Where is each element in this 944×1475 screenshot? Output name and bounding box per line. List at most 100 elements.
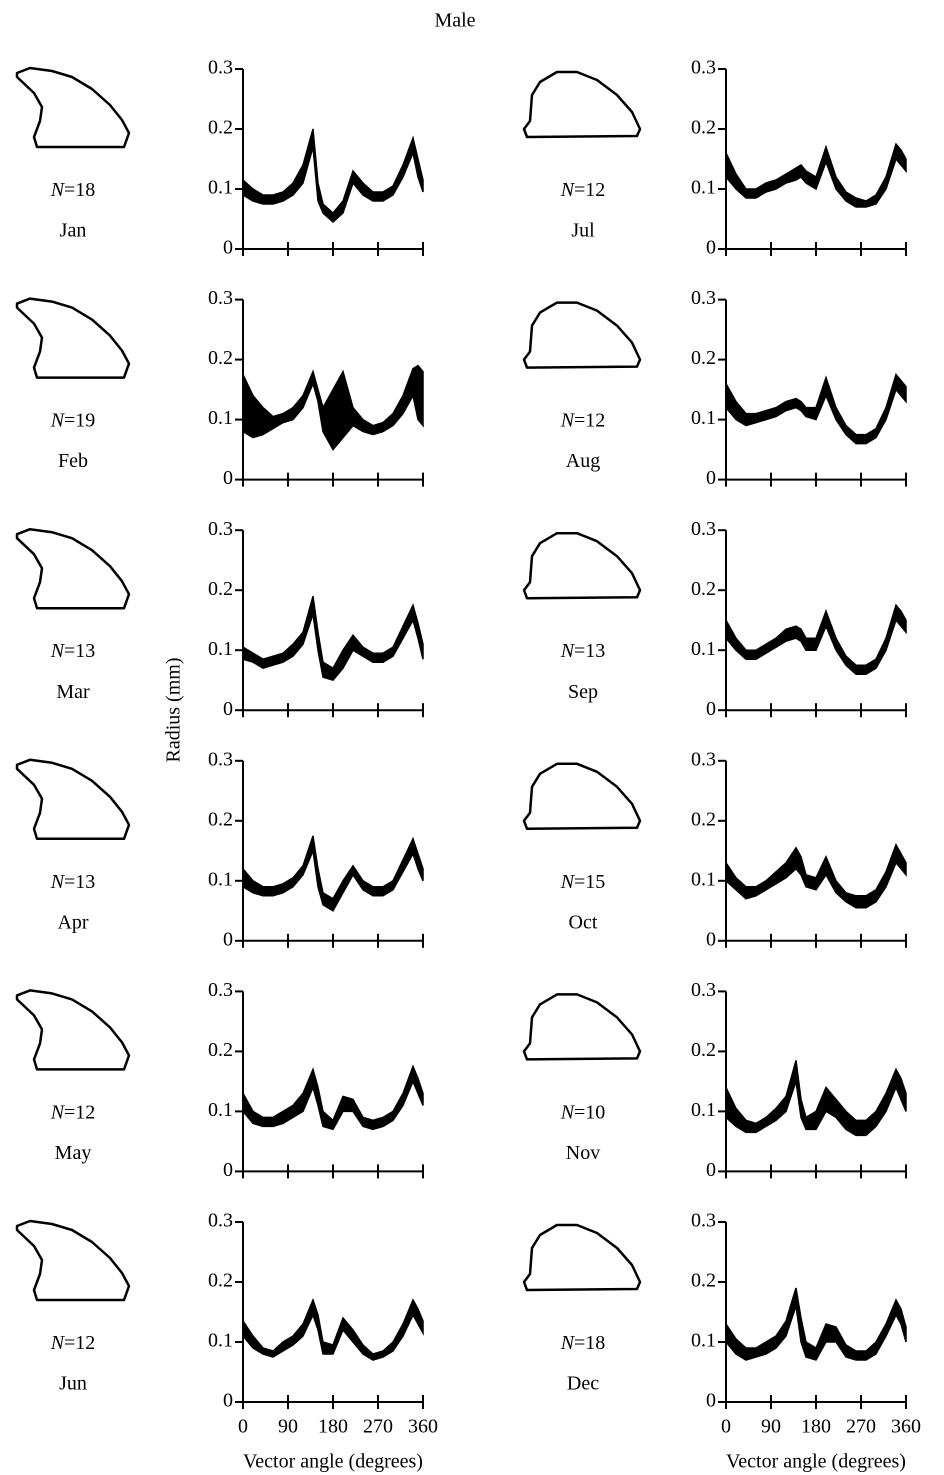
y-tick-label: 0.1 [208,177,233,199]
y-tick-label: 0 [706,698,716,720]
month-label: Jun [59,1373,87,1395]
x-tick-label: 360 [408,1416,438,1438]
y-tick-label: 0 [706,1390,716,1412]
y-tick-label: 0.2 [208,1270,233,1292]
y-tick-label: 0.3 [691,748,716,770]
y-tick-label: 0.3 [691,979,716,1001]
otolith-outline [522,1223,642,1292]
y-tick-label: 0.3 [691,518,716,540]
radius-band [725,1287,907,1361]
sample-size: N=19 [50,409,96,431]
x-tick-label: 90 [761,1416,781,1438]
otolith-outline [15,1219,131,1302]
y-tick-label: 0.2 [691,1039,716,1061]
x-tick-label: 0 [238,1416,248,1438]
y-tick-label: 0.3 [691,1210,716,1232]
otolith-outline [15,297,131,379]
y-tick-label: 0 [706,928,716,950]
otolith-outline [522,993,642,1061]
radius-band [242,1064,424,1131]
sample-size: N=18 [560,1332,606,1354]
y-tick-label: 0.3 [691,57,716,79]
y-tick-label: 0 [223,1159,233,1181]
y-tick-label: 0.1 [691,1330,716,1352]
month-label: Nov [566,1142,600,1164]
month-label: Dec [567,1373,599,1395]
radius-band [242,835,424,912]
y-tick-label: 0.3 [208,287,233,309]
month-label: Oct [569,911,598,933]
sample-size: N=12 [50,1101,96,1123]
y-tick-label: 0.2 [691,1270,716,1292]
otolith-outline [15,66,131,149]
y-tick-label: 0.1 [208,1330,233,1352]
y-tick-label: 0.1 [208,407,233,429]
y-tick-label: 0.3 [691,287,716,309]
sample-size: N=13 [50,870,96,892]
otolith-outline [15,758,131,841]
x-axis-label: Vector angle (degrees) [726,1451,906,1473]
x-tick-label: 270 [363,1416,393,1438]
y-tick-label: 0.3 [208,979,233,1001]
y-tick-label: 0.1 [691,407,716,429]
y-tick-label: 0 [223,237,233,259]
month-label: May [55,1142,92,1164]
y-tick-label: 0.3 [208,748,233,770]
x-tick-label: 180 [318,1416,348,1438]
x-tick-label: 0 [721,1416,731,1438]
y-tick-label: 0.1 [691,638,716,660]
figure-title: Male [434,10,475,32]
otolith-outline [522,70,642,139]
y-tick-label: 0 [223,1390,233,1412]
otolith-outline [15,989,131,1071]
y-tick-label: 0.2 [691,578,716,600]
radius-band [725,603,907,675]
radius-band [242,1297,424,1361]
sample-size: N=12 [50,1332,96,1354]
radius-band [725,843,907,909]
sample-size: N=10 [560,1101,606,1123]
sample-size: N=12 [560,409,606,431]
y-tick-label: 0.2 [208,578,233,600]
y-axis-label: Radius (mm) [163,658,185,763]
y-tick-label: 0 [706,237,716,259]
month-label: Sep [568,681,598,703]
y-tick-label: 0 [706,467,716,489]
x-tick-label: 270 [846,1416,876,1438]
y-tick-label: 0 [223,698,233,720]
y-tick-label: 0.1 [208,1099,233,1121]
y-tick-label: 0.3 [208,518,233,540]
radius-band [242,595,424,682]
x-axis-label: Vector angle (degrees) [243,1451,423,1473]
x-tick-label: 180 [801,1416,831,1438]
x-tick-label: 90 [278,1416,298,1438]
radius-band [242,364,424,451]
sample-size: N=15 [560,870,606,892]
sample-size: N=12 [560,179,606,201]
otolith-outline [522,531,642,600]
otolith-outline [522,301,642,369]
y-tick-label: 0.3 [208,1210,233,1232]
radius-band [725,1060,907,1137]
y-tick-label: 0.1 [208,868,233,890]
sample-size: N=18 [50,179,96,201]
month-label: Jan [60,220,87,242]
sample-size: N=13 [50,640,96,662]
y-tick-label: 0.2 [208,117,233,139]
y-tick-label: 0.1 [691,868,716,890]
y-tick-label: 0.2 [691,808,716,830]
y-tick-label: 0.2 [208,808,233,830]
x-tick-label: 360 [891,1416,921,1438]
otolith-outline [15,527,131,610]
radius-band [242,128,424,224]
y-tick-label: 0 [223,467,233,489]
y-tick-label: 0.2 [208,347,233,369]
y-tick-label: 0.2 [691,117,716,139]
y-tick-label: 0 [706,1159,716,1181]
y-tick-label: 0.2 [208,1039,233,1061]
sample-size: N=13 [560,640,606,662]
radius-band [725,373,907,445]
y-tick-label: 0.1 [691,177,716,199]
radius-band [725,142,907,208]
